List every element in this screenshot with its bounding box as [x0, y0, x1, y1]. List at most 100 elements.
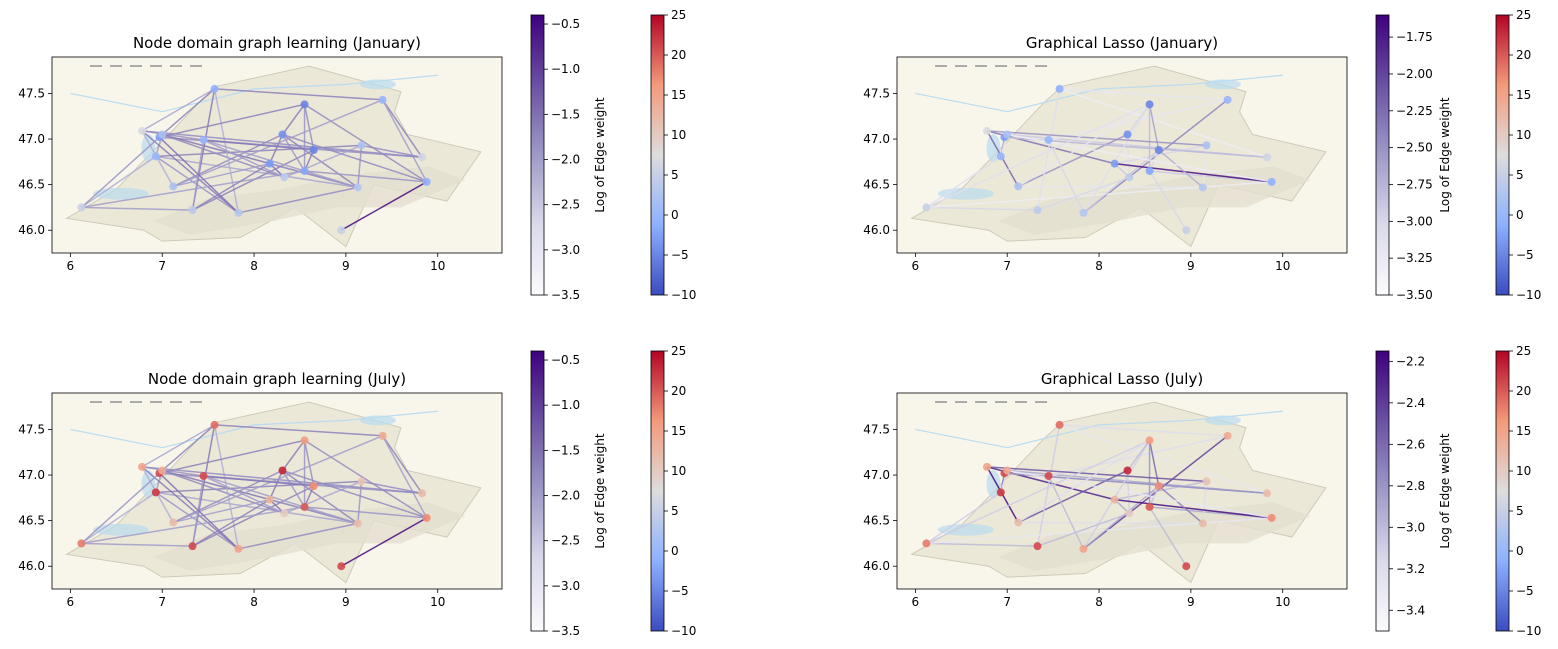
node-point	[1145, 100, 1154, 109]
edge-line	[141, 424, 215, 468]
edge-weight-colorbar-tick-label: −2.2	[1396, 354, 1425, 368]
edge-weight-colorbar-label: Log of Edge weight	[1438, 433, 1452, 548]
node-point	[1079, 544, 1088, 553]
edge-line	[1017, 133, 1128, 188]
node-value-colorbar-tick-label: 15	[671, 424, 686, 438]
edge-weight-colorbar-tick-label: −1.5	[551, 107, 580, 121]
edge-weight-colorbar-tick-label: −3.50	[1396, 288, 1433, 302]
node-point	[1263, 153, 1272, 162]
edge-line	[1047, 139, 1085, 214]
edge-weight-colorbar-tick-label: −3.5	[551, 624, 580, 638]
node-point	[1055, 420, 1064, 429]
edge-weight-colorbar-label: Log of Edge weight	[593, 433, 607, 548]
edge-line	[203, 475, 359, 525]
x-tick-label: 6	[912, 259, 920, 273]
edge-line	[381, 435, 428, 519]
edge-line	[281, 134, 306, 172]
edge-line	[192, 163, 271, 211]
edge-line	[1082, 440, 1151, 550]
country-outline	[65, 401, 482, 584]
node-point	[357, 141, 366, 150]
alps-shading	[153, 166, 466, 235]
y-tick-label: 46.0	[18, 223, 45, 237]
axes-frame	[51, 392, 503, 590]
edge-weight-colorbar-tick-label: −2.5	[551, 534, 580, 548]
node-point	[1014, 518, 1023, 527]
river	[70, 410, 438, 449]
edge-weight-colorbar-tick-label: −2.0	[551, 153, 580, 167]
edge-line	[340, 181, 428, 231]
node-point	[1267, 177, 1276, 186]
edge-line	[1036, 88, 1061, 211]
node-value-colorbar-tick-label: 0	[671, 544, 679, 558]
edge-line	[1082, 149, 1160, 214]
x-tick-label: 7	[158, 259, 166, 273]
node-point	[300, 502, 309, 511]
node-point	[280, 509, 289, 518]
node-point	[1014, 182, 1023, 191]
edge-line	[141, 130, 239, 214]
edge-weight-colorbar-tick-label: −3.0	[551, 243, 580, 257]
edge-line	[282, 133, 427, 183]
node-value-colorbar-tick-label: 20	[1516, 48, 1531, 62]
node-value-colorbar-tick-label: 5	[1516, 504, 1524, 518]
x-tick-label: 10	[430, 595, 445, 609]
node-point	[1123, 130, 1132, 139]
x-tick-label: 8	[250, 259, 258, 273]
basemap	[52, 57, 502, 253]
node-point	[922, 203, 931, 212]
y-tick-label: 46.5	[18, 514, 45, 528]
edge-weight-colorbar-tick-label: −0.5	[551, 17, 580, 31]
edge-line	[357, 481, 363, 524]
edge-line	[1114, 162, 1272, 183]
node-value-colorbar-tick-label: 25	[671, 344, 686, 358]
x-tick-label: 9	[1187, 259, 1195, 273]
node-value-colorbar-tick-label: −5	[1516, 584, 1534, 598]
lake-neuchatel	[141, 134, 156, 163]
node-point	[983, 462, 991, 471]
node-value-colorbar-tick-label: 25	[671, 8, 686, 22]
node-point	[983, 126, 991, 135]
edge-line	[926, 439, 1150, 545]
edge-line	[281, 103, 306, 135]
edge-line	[158, 472, 239, 550]
alps-shading	[998, 166, 1311, 235]
edge-line	[80, 472, 160, 544]
node-value-colorbar-tick-label: 5	[671, 168, 679, 182]
edge-weight-colorbar-tick-label: −3.0	[551, 579, 580, 593]
node-value-colorbar-tick-label: −10	[1516, 288, 1541, 302]
node-value-colorbar-tick-label: 15	[1516, 424, 1531, 438]
node-value-colorbar-tick-label: 20	[671, 48, 686, 62]
nodes	[922, 420, 1276, 571]
node-point	[1079, 208, 1088, 217]
edge-line	[161, 469, 285, 515]
edge-weight-colorbar: −3.4 −3.2 −3.0 −2.8 −2.6 −2.4 −2.2 Log of Edge …	[1375, 350, 1452, 632]
node-value-colorbar-tick-label: 20	[1516, 384, 1531, 398]
y-tick-label: 46.5	[863, 178, 890, 192]
lake-neuchatel	[986, 470, 1001, 499]
edge-line	[926, 103, 1150, 209]
edge-line	[1114, 480, 1207, 501]
edge-line	[238, 522, 358, 550]
edge-line	[173, 162, 270, 188]
node-point	[1145, 166, 1154, 175]
edge-line	[203, 139, 359, 189]
node-point	[1110, 495, 1119, 504]
edge-weight-colorbar: −3.50 −3.25 −3.00 −2.75 −2.50 −2.25 −2.00 −1.75…	[1375, 14, 1452, 302]
edge-line	[1059, 424, 1268, 494]
node-point	[1198, 183, 1207, 192]
x-tick-label: 10	[1275, 595, 1290, 609]
x-tick-label: 6	[67, 595, 75, 609]
node-point	[188, 206, 197, 215]
node-point	[309, 481, 318, 490]
node-point	[300, 436, 309, 445]
edge-line	[141, 88, 215, 132]
node-value-colorbar-tick-label: 15	[671, 88, 686, 102]
edges	[925, 88, 1272, 231]
edge-line	[80, 136, 160, 208]
node-point	[265, 159, 274, 168]
node-point	[1145, 436, 1154, 445]
edge-line	[1082, 104, 1151, 214]
node-point	[1263, 489, 1272, 498]
